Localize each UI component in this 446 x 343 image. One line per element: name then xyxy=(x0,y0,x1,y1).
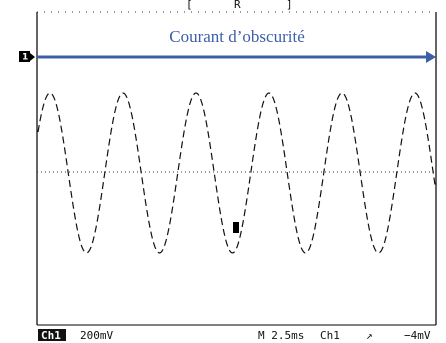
channel-marker: 1 xyxy=(22,53,28,63)
footer-volts: 200mV xyxy=(80,329,113,342)
header-bracket: ] xyxy=(286,0,293,11)
scope-screen: [ R ] 1 Courant d’obscurité Ch1 200mV M … xyxy=(0,0,446,343)
footer-channel: Ch1 xyxy=(41,329,61,342)
header-bracket: [ xyxy=(186,0,193,11)
footer-trigger-source: Ch1 xyxy=(320,329,340,342)
footer-trigger-slope: ↗ xyxy=(366,329,373,342)
footer-timebase: M 2.5ms xyxy=(258,329,304,342)
annotation: Courant d’obscurité xyxy=(169,27,305,46)
header-marker: R xyxy=(234,0,241,11)
background xyxy=(0,0,446,343)
page: [ R ] 1 Courant d’obscurité Ch1 200mV M … xyxy=(0,0,446,343)
trigger-marker xyxy=(233,222,239,233)
footer-trigger-level: −4mV xyxy=(404,329,431,342)
